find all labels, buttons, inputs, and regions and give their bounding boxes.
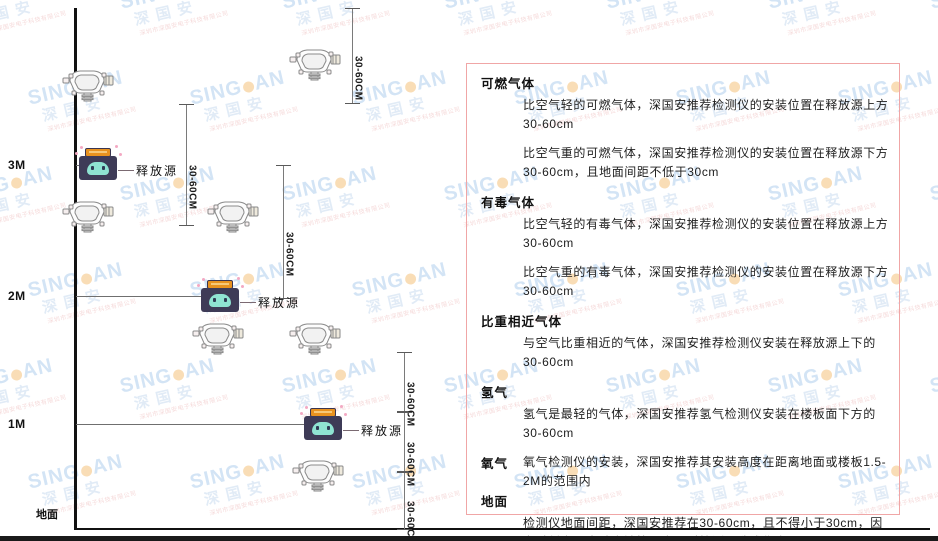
panel-section: 有毒气体比空气轻的有毒气体，深国安推荐检测仪的安装位置在释放源上方30-60cm… — [467, 192, 899, 301]
panel-section-text: 与空气比重相近的气体，深国安推荐检测仪安装在释放源上下的30-60cm — [523, 336, 876, 369]
dimension-label: 30-60CM — [404, 442, 416, 487]
dimension-cap-bottom — [397, 471, 412, 472]
dimension-label: 30-60CM — [186, 165, 198, 210]
dimension-cap-top — [397, 412, 412, 413]
axis-tick-label-2m: 2M — [8, 289, 26, 303]
panel-section: 地面检测仪地面间距，深国安推荐在30-60cm，且不得小于30cm，因为过低容易… — [467, 491, 899, 536]
panel-section-text: 氢气是最轻的气体，深国安推荐氢气检测仪安装在楼板面下方的30-60cm — [523, 407, 876, 440]
source-face — [87, 162, 109, 175]
dimension-cap-bottom — [397, 411, 412, 412]
panel-section-text: 比空气重的可燃气体，深国安推荐检测仪的安装位置在释放源下方30-60cm，且地面… — [523, 146, 889, 179]
dimension-label: 30-60CM — [352, 56, 364, 101]
panel-section: 氧气 氧气检测仪的安装，深国安推荐其安装高度在距离地面或楼板1.5-2M的范围内 — [467, 453, 899, 491]
release-source-icon — [300, 405, 347, 440]
axis-gridline-2m — [76, 296, 206, 297]
dimension-marker: 30-60CM — [397, 472, 416, 536]
gas-detector-icon — [287, 44, 343, 84]
dimension-cap-top — [179, 104, 194, 105]
dimension-label: 30-60CM — [283, 232, 295, 277]
release-source-label: 释放源 — [136, 164, 179, 178]
info-panel-content: 可燃气体比空气轻的可燃气体，深国安推荐检测仪的安装位置在释放源上方30-60cm… — [467, 64, 899, 536]
dimension-cap-bottom — [345, 103, 360, 104]
dimension-cap-top — [397, 472, 412, 473]
panel-section-text: 氧气检测仪的安装，深国安推荐其安装高度在距离地面或楼板1.5-2M的范围内 — [523, 455, 887, 488]
release-source-icon — [197, 277, 244, 312]
dimension-marker: 30-60CM — [276, 165, 295, 299]
dimension-cap-bottom — [276, 298, 291, 299]
source-face — [209, 294, 231, 307]
panel-section: 氢气 氢气是最轻的气体，深国安推荐氢气检测仪安装在楼板面下方的30-60cm — [467, 382, 899, 443]
axis-gridline-1m — [76, 424, 306, 425]
panel-section: 比重相近气体与空气比重相近的气体，深国安推荐检测仪安装在释放源上下的30-60c… — [467, 311, 899, 372]
gas-detector-icon — [190, 318, 246, 358]
gas-detector-icon — [290, 455, 346, 495]
dimension-marker: 30-60CM — [179, 104, 198, 226]
release-source-icon — [75, 145, 122, 180]
panel-section-text: 比空气重的有毒气体，深国安推荐检测仪的安装位置在释放源下方30-60cm — [523, 265, 889, 298]
dimension-marker: 30-60CM — [345, 8, 364, 104]
gas-detector-icon — [60, 196, 116, 236]
ground-baseline — [74, 528, 930, 530]
axis-tick-label-3m: 3M — [8, 158, 26, 172]
panel-section-heading: 氢气 — [481, 386, 509, 400]
release-source-leader-line — [240, 302, 256, 303]
release-source-label: 释放源 — [361, 424, 404, 438]
panel-section-heading: 可燃气体 — [481, 77, 536, 91]
dimension-cap-top — [276, 165, 291, 166]
axis-tick-label-1m: 1M — [8, 417, 26, 431]
dimension-marker: 30-60CM — [397, 352, 416, 427]
gas-detector-icon — [287, 318, 343, 358]
release-source-label: 释放源 — [258, 296, 301, 310]
dimension-label: 30-60CM — [404, 501, 416, 541]
dimension-cap-bottom — [397, 529, 412, 530]
source-face — [312, 422, 334, 435]
dimension-cap-top — [397, 352, 412, 353]
release-source-leader-line — [118, 170, 134, 171]
dimension-cap-top — [345, 8, 360, 9]
info-panel: 可燃气体比空气轻的可燃气体，深国安推荐检测仪的安装位置在释放源上方30-60cm… — [466, 63, 900, 536]
dimension-marker: 30-60CM — [397, 412, 416, 487]
panel-section-heading: 氧气 — [481, 457, 509, 471]
gas-detector-icon — [60, 65, 116, 105]
panel-section-text: 比空气轻的可燃气体，深国安推荐检测仪的安装位置在释放源上方30-60cm — [523, 98, 889, 131]
dimension-label: 30-60CM — [404, 382, 416, 427]
panel-section-heading: 地面 — [481, 495, 509, 509]
panel-section-heading: 比重相近气体 — [481, 315, 563, 329]
release-source-leader-line — [343, 430, 359, 431]
panel-section-text: 检测仪地面间距，深国安推荐在30-60cm，且不得小于30cm，因为过低容易水溅… — [523, 516, 883, 536]
panel-section: 可燃气体比空气轻的可燃气体，深国安推荐检测仪的安装位置在释放源上方30-60cm… — [467, 73, 899, 182]
vertical-axis — [74, 8, 77, 528]
dimension-cap-bottom — [179, 225, 194, 226]
panel-section-heading: 有毒气体 — [481, 196, 536, 210]
panel-section-text: 比空气轻的有毒气体，深国安推荐检测仪的安装位置在释放源上方30-60cm — [523, 217, 889, 250]
ground-label: 地面 — [36, 509, 58, 521]
gas-detector-icon — [205, 196, 261, 236]
